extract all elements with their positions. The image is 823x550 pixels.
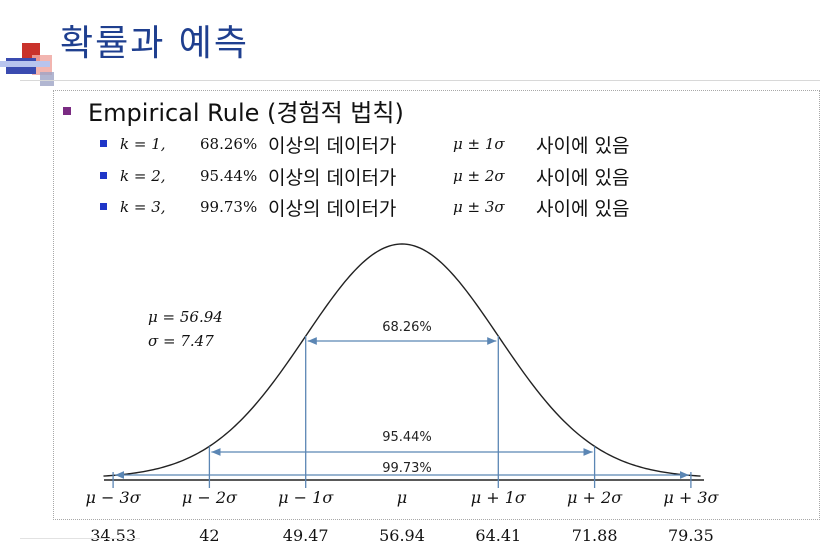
- x-tick-label: μ: [397, 488, 407, 507]
- x-value-label: 56.94: [379, 526, 425, 545]
- rule-range: μ ± 3σ: [453, 198, 505, 216]
- x-tick-label: μ + 2σ: [567, 488, 623, 507]
- title-divider: [20, 80, 820, 81]
- sub-bullet-marker: [100, 203, 107, 210]
- x-tick-label: μ + 3σ: [663, 488, 719, 507]
- sub-bullet-marker: [100, 140, 107, 147]
- x-value-label: 34.53: [90, 526, 136, 545]
- rule-text-2: 사이에 있음: [536, 167, 630, 189]
- x-value-label: 79.35: [668, 526, 714, 545]
- parameter-label: σ = 7.47: [148, 332, 214, 350]
- x-tick-label: μ − 1σ: [278, 488, 334, 507]
- deco-square-lightblue: [0, 61, 50, 67]
- title-decoration: [0, 0, 70, 90]
- rule-percent: 68.26%: [200, 135, 258, 153]
- rule-percent: 99.73%: [200, 198, 258, 216]
- x-tick-label: μ + 1σ: [471, 488, 527, 507]
- interval-label: 99.73%: [382, 461, 432, 476]
- bullet-marker: [63, 107, 71, 115]
- x-value-label: 71.88: [572, 526, 618, 545]
- interval-label: 95.44%: [382, 430, 432, 445]
- rule-range: μ ± 1σ: [453, 135, 505, 153]
- footer-line: [20, 538, 140, 539]
- rule-range: μ ± 2σ: [453, 167, 505, 185]
- page-title: 확률과 예측: [60, 23, 250, 64]
- rule-k: k = 1,: [120, 135, 166, 153]
- rule-k: k = 2,: [120, 167, 166, 185]
- rule-percent: 95.44%: [200, 167, 258, 185]
- sub-bullet-marker: [100, 172, 107, 179]
- normal-curve: [103, 243, 701, 477]
- rule-text-1: 이상의 데이터가: [268, 135, 397, 157]
- rule-text-1: 이상의 데이터가: [268, 167, 397, 189]
- x-tick-label: μ − 3σ: [86, 488, 142, 507]
- x-value-label: 42: [199, 526, 219, 545]
- deco-square-gray: [40, 72, 54, 86]
- section-heading: Empirical Rule (경험적 법칙): [88, 99, 404, 127]
- rule-k: k = 3,: [120, 198, 166, 216]
- content-frame: [53, 90, 820, 520]
- parameter-label: μ = 56.94: [148, 308, 223, 326]
- rule-text-1: 이상의 데이터가: [268, 198, 397, 220]
- rule-text-2: 사이에 있음: [536, 198, 630, 220]
- x-value-label: 64.41: [475, 526, 521, 545]
- x-value-label: 49.47: [283, 526, 329, 545]
- rule-text-2: 사이에 있음: [536, 135, 630, 157]
- x-tick-label: μ − 2σ: [182, 488, 238, 507]
- interval-label: 68.26%: [382, 320, 432, 335]
